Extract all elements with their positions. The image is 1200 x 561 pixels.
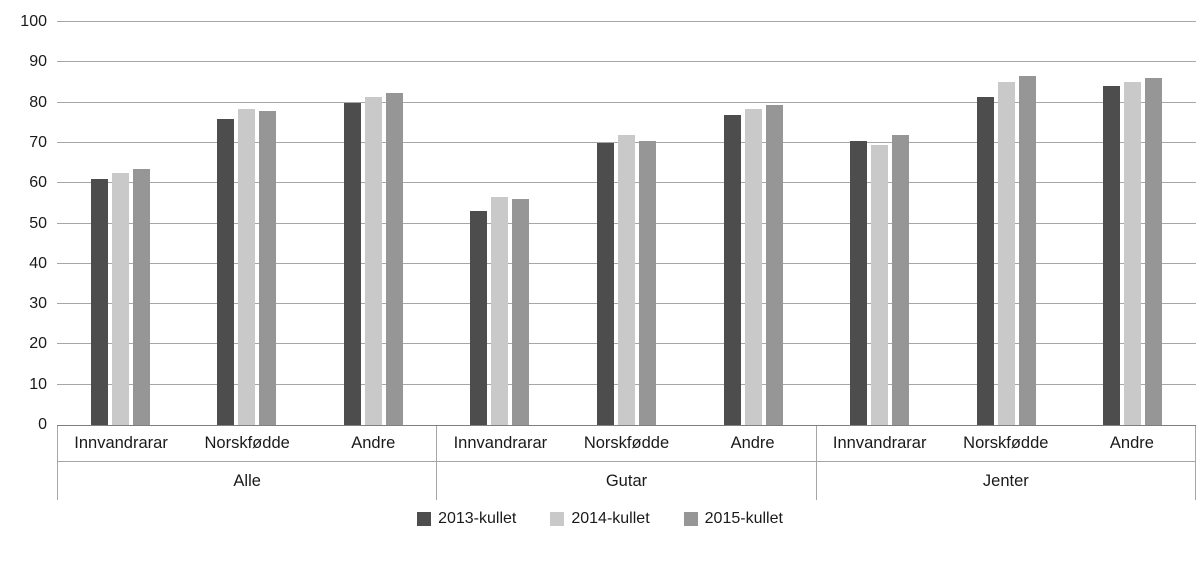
- y-tick-label: 60: [29, 174, 47, 192]
- bar-cluster: [563, 22, 690, 425]
- subcategory-label: Andre: [1109, 434, 1154, 452]
- bar: [343, 102, 361, 425]
- gridline: [57, 101, 1196, 103]
- bar-cluster: [943, 22, 1070, 425]
- subcategory-label: Innvandrarar: [832, 434, 927, 452]
- bar-cluster: [437, 22, 564, 425]
- subcategory-row: Innvandrarar Norskfødde Andre: [58, 426, 437, 462]
- y-tick-label: 80: [29, 93, 47, 111]
- y-tick-label: 20: [29, 335, 47, 353]
- bars-layer: [57, 22, 1196, 425]
- bar-cluster: [816, 22, 943, 425]
- bar-cluster: [184, 22, 311, 425]
- bar: [111, 173, 129, 425]
- bar: [132, 169, 150, 425]
- y-axis: 0 10 20 30 40 50 60 70 80 90 100: [0, 14, 47, 433]
- legend-label: 2015-kullet: [704, 510, 783, 527]
- category-group: Innvandrarar Norskfødde Andre Gutar: [437, 426, 817, 500]
- subcategory-label: Norskfødde: [963, 434, 1049, 452]
- y-tick-label: 100: [20, 13, 47, 30]
- bar-group: [816, 22, 1196, 425]
- legend-item: 2015-kullet: [683, 510, 783, 528]
- bar: [1124, 82, 1142, 425]
- group-label: Alle: [233, 471, 261, 490]
- y-tick-label: 50: [29, 214, 47, 232]
- subcategory-label: Norskfødde: [583, 434, 670, 452]
- category-axis: Innvandrarar Norskfødde Andre Alle Innvandra…: [57, 426, 1196, 500]
- subcategory-label: Innvandrarar: [74, 434, 168, 452]
- bar: [1145, 78, 1163, 425]
- plot-area: [57, 21, 1196, 426]
- subcategory-label: Norskfødde: [204, 434, 290, 452]
- legend-swatch: [683, 512, 698, 526]
- subcategory-row: Innvandrarar Norskfødde Andre: [816, 426, 1195, 462]
- bar: [744, 108, 762, 425]
- y-tick-label: 40: [29, 254, 47, 272]
- bar: [385, 92, 403, 425]
- group-label: Jenter: [982, 471, 1029, 490]
- bar: [976, 96, 994, 425]
- legend-swatch: [417, 512, 432, 526]
- bar-cluster: [690, 22, 817, 425]
- gridline: [57, 61, 1196, 63]
- bar: [90, 179, 108, 425]
- y-tick-label: 10: [29, 375, 47, 393]
- legend-item: 2014-kullet: [550, 510, 650, 528]
- bar: [871, 144, 889, 425]
- bar: [1103, 86, 1121, 425]
- bar: [997, 82, 1015, 425]
- bar: [892, 134, 910, 425]
- bar-group: [437, 22, 817, 425]
- bar: [238, 108, 256, 425]
- bar: [470, 211, 488, 425]
- bar-cluster: [1069, 22, 1196, 425]
- bar: [512, 199, 530, 425]
- group-label: Gutar: [605, 471, 648, 490]
- bar: [491, 197, 509, 425]
- bar: [217, 118, 235, 425]
- y-tick-label: 90: [29, 53, 47, 71]
- bar: [723, 114, 741, 425]
- category-group: Innvandrarar Norskfødde Andre Alle: [58, 426, 438, 500]
- legend: 2013-kullet 2014-kullet 2015-kullet: [0, 510, 1200, 528]
- legend-label: 2013-kullet: [438, 510, 517, 527]
- gridline: [57, 21, 1196, 22]
- subcategory-label: Andre: [351, 434, 396, 452]
- bar: [765, 104, 783, 425]
- bar: [850, 140, 868, 425]
- bar-cluster: [310, 22, 437, 425]
- bar: [639, 140, 657, 425]
- bar: [259, 110, 277, 425]
- bar-group: [57, 22, 437, 425]
- subcategory-label: Innvandrarar: [453, 434, 548, 452]
- bar-cluster: [57, 22, 184, 425]
- y-tick-label: 70: [29, 133, 47, 151]
- bar: [618, 134, 636, 425]
- subcategory-row: Innvandrarar Norskfødde Andre: [437, 426, 816, 462]
- category-group: Innvandrarar Norskfødde Andre Jenter: [816, 426, 1196, 500]
- bar: [364, 96, 382, 425]
- legend-item: 2013-kullet: [417, 510, 516, 528]
- y-tick-label: 0: [38, 416, 47, 433]
- legend-swatch: [550, 512, 565, 526]
- y-tick-label: 30: [29, 295, 47, 313]
- legend-label: 2014-kullet: [571, 510, 650, 527]
- bar: [1018, 76, 1036, 425]
- subcategory-label: Andre: [730, 434, 775, 452]
- bar: [597, 142, 615, 425]
